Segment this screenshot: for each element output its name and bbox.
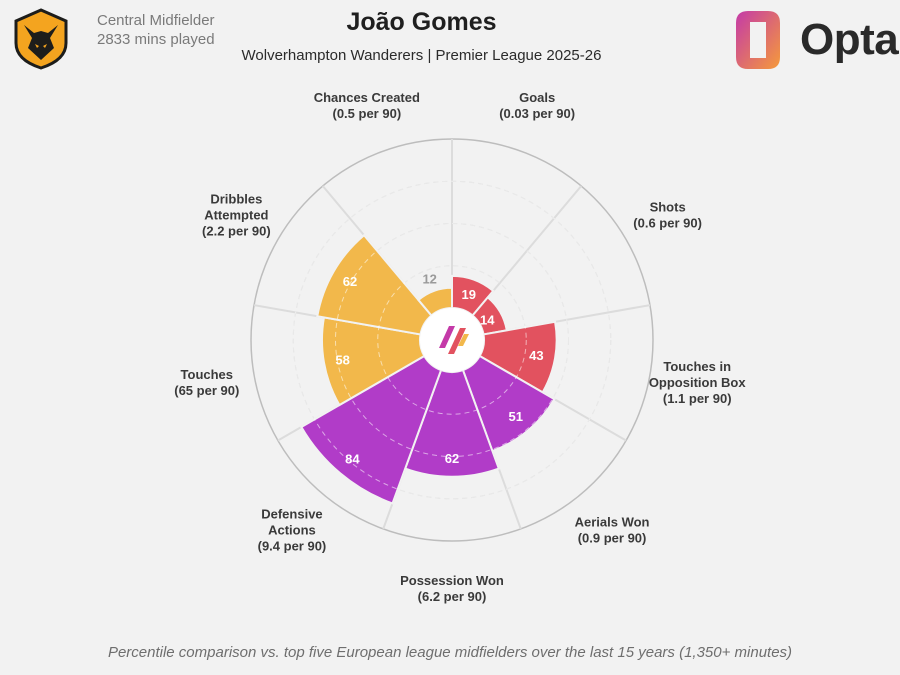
center-logo-icon [420, 308, 484, 372]
wolves-crest-logo [10, 8, 72, 70]
value-label: 62 [343, 274, 357, 289]
player-position: Central Midfielder [97, 12, 215, 29]
header: Central Midfielder 2833 mins played João… [0, 0, 900, 80]
player-meta: Central Midfielder 2833 mins played [97, 11, 215, 49]
page-subtitle: Wolverhampton Wanderers | Premier League… [241, 47, 602, 64]
mark-stripe [439, 326, 455, 348]
overlay-ring-50 [335, 223, 569, 457]
page-title: João Gomes [346, 8, 497, 36]
bar-dribbles [316, 233, 433, 336]
value-label: 58 [335, 352, 349, 367]
minutes-played: 2833 mins played [97, 31, 215, 48]
center-mark [439, 326, 469, 354]
center-disc [420, 308, 484, 372]
value-label: 84 [345, 452, 360, 467]
chart-value-labels: 19 14 43 51 62 84 58 62 12 [335, 272, 543, 467]
value-label: 19 [462, 287, 476, 302]
mark-stripe [448, 328, 466, 354]
footnote: Percentile comparison vs. top five Europ… [107, 644, 793, 661]
axis-label: Dribbles Attempted (2.2 per 90) [202, 192, 271, 239]
value-label: 12 [422, 272, 436, 287]
axis-label: Goals (0.03 per 90) [499, 90, 575, 121]
opta-wordmark: Opta [800, 15, 899, 64]
opta-brand-logo: Opta [734, 7, 899, 73]
value-label: 62 [445, 451, 459, 466]
axis-label: Chances Created (0.5 per 90) [314, 90, 420, 121]
mark-stripe [458, 334, 469, 346]
axis-label: Possession Won (6.2 per 90) [400, 573, 504, 604]
axis-label: Shots (0.6 per 90) [633, 200, 702, 231]
overlay-ring-75 [292, 180, 612, 500]
opta-mark-icon [736, 11, 780, 69]
value-label: 14 [480, 313, 495, 328]
value-label: 51 [509, 409, 523, 424]
overlay-ring-25 [377, 265, 527, 415]
value-label: 43 [529, 348, 543, 363]
axis-label: Touches in Opposition Box (1.1 per 90) [649, 359, 747, 406]
chart-axis-labels: Goals (0.03 per 90) Shots (0.6 per 90) Touch… [174, 90, 746, 604]
axis-label: Aerials Won (0.9 per 90) [575, 515, 650, 546]
polar-chart: 19 14 43 51 62 84 58 62 12 Goals (0.03 per 90) Sho… [174, 90, 746, 604]
axis-label: Defensive Actions (9.4 per 90) [258, 507, 327, 554]
axis-label: Touches (65 per 90) [174, 367, 239, 398]
